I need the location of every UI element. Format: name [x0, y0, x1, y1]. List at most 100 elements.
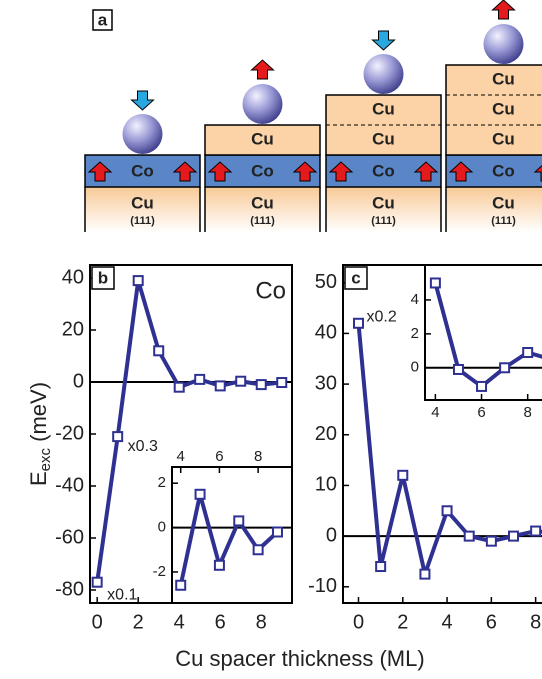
data-point	[216, 381, 225, 390]
magnet-label: Co	[251, 161, 274, 180]
substrate-label: Cu	[492, 193, 515, 212]
substrate-label: Cu	[131, 193, 154, 212]
moment-arrow	[252, 60, 274, 79]
moment-arrow	[132, 91, 154, 110]
moment-arrow	[373, 31, 395, 50]
y-tick-label: 2	[411, 325, 419, 342]
x-axis-label: Cu spacer thickness (ML)	[175, 646, 424, 671]
substrate-index: (111)	[250, 215, 275, 227]
substrate-label: Cu	[372, 193, 395, 212]
y-tick-label: -80	[55, 578, 84, 600]
panel-label: a	[98, 10, 108, 29]
plot-area	[425, 265, 542, 400]
data-point	[196, 490, 205, 499]
y-tick-label: 40	[315, 322, 337, 344]
magnet-label: Co	[131, 161, 154, 180]
adatom	[364, 54, 404, 94]
x-tick-label: 2	[133, 611, 144, 633]
magnet-label: Co	[492, 161, 515, 180]
x-tick-label: 4	[431, 404, 439, 421]
data-point	[113, 432, 122, 441]
spacer-label: Cu	[372, 129, 395, 148]
y-tick-label: -40	[55, 474, 84, 496]
y-tick-label: 0	[158, 519, 166, 536]
data-point	[195, 375, 204, 384]
y-tick-label: 4	[411, 291, 419, 308]
annotation: x0.2	[367, 308, 397, 325]
spacer-label: Cu	[372, 99, 395, 118]
y-tick-label: -10	[308, 575, 337, 597]
adatom	[123, 114, 163, 154]
y-label-unit: (meV)	[26, 382, 51, 442]
substrate-label: Cu	[251, 193, 274, 212]
spacer-label: Cu	[492, 69, 515, 88]
data-point	[354, 319, 363, 328]
y-tick-label: 2	[158, 474, 166, 491]
x-tick-label: 6	[215, 611, 226, 633]
data-point	[215, 561, 224, 570]
panel-label: b	[98, 268, 108, 287]
data-point	[257, 380, 266, 389]
magnet-label: Co	[372, 161, 395, 180]
x-tick-label: 8	[254, 448, 262, 465]
x-tick-label: 8	[530, 611, 541, 633]
data-point	[277, 378, 286, 387]
data-point	[454, 365, 463, 374]
y-tick-label: 40	[62, 266, 84, 288]
x-tick-label: 6	[486, 611, 497, 633]
data-point	[487, 537, 496, 546]
data-point	[273, 528, 282, 537]
y-tick-label: 20	[62, 318, 84, 340]
panel-label: c	[351, 268, 360, 287]
y-tick-label: -2	[153, 563, 166, 580]
y-tick-label: -20	[55, 422, 84, 444]
y-tick-label: 10	[315, 474, 337, 496]
data-point	[236, 377, 245, 386]
x-tick-label: 6	[477, 404, 485, 421]
x-tick-label: 4	[174, 611, 185, 633]
x-tick-label: 8	[256, 611, 267, 633]
y-tick-label: 30	[315, 372, 337, 394]
annotation: x0.1	[107, 586, 137, 603]
data-point	[531, 527, 540, 536]
y-tick-label: 20	[315, 423, 337, 445]
adatom	[243, 84, 283, 124]
data-point	[175, 383, 184, 392]
y-tick-label: -60	[55, 526, 84, 548]
spacer-label: Cu	[492, 129, 515, 148]
species-label: Co	[255, 277, 286, 304]
x-tick-label: 2	[397, 611, 408, 633]
data-point	[523, 348, 532, 357]
adatom	[484, 24, 524, 64]
spacer-label: Cu	[492, 99, 515, 118]
data-point	[500, 363, 509, 372]
data-point	[398, 471, 407, 480]
data-point	[134, 276, 143, 285]
annotation: x0.3	[128, 438, 158, 455]
y-tick-label: 0	[411, 359, 419, 376]
x-tick-label: 4	[442, 611, 453, 633]
data-point	[234, 516, 243, 525]
spacer-label: Cu	[251, 129, 274, 148]
data-point	[431, 278, 440, 287]
data-point	[176, 581, 185, 590]
data-point	[509, 532, 518, 541]
x-tick-label: 0	[353, 611, 364, 633]
y-tick-label: 50	[315, 271, 337, 293]
x-tick-label: 8	[524, 404, 532, 421]
figure: a Cu spacer thickness (ML) Cu (111) Co Cu (1…	[0, 0, 542, 679]
y-label-main: E	[26, 471, 51, 486]
data-point	[443, 506, 452, 515]
x-tick-label: 0	[92, 611, 103, 633]
y-tick-label: 0	[73, 370, 84, 392]
substrate-index: (111)	[130, 215, 155, 227]
data-point	[477, 382, 486, 391]
x-tick-label: 4	[177, 448, 185, 465]
data-point	[376, 562, 385, 571]
data-point	[93, 578, 102, 587]
substrate-index: (111)	[371, 215, 396, 227]
data-point	[154, 346, 163, 355]
moment-arrow	[493, 0, 515, 19]
y-tick-label: 0	[326, 524, 337, 546]
data-point	[465, 532, 474, 541]
